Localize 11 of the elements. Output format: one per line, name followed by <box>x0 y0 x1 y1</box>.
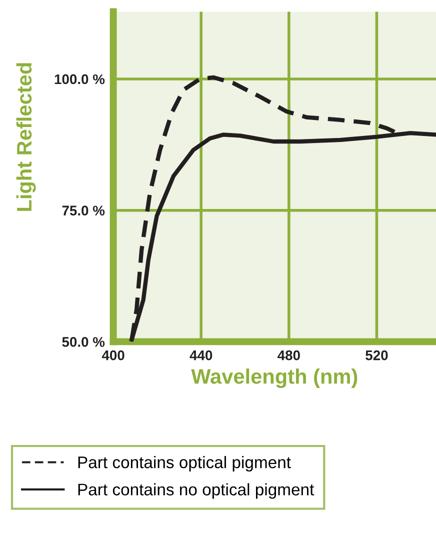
x-tick-label: 440 <box>190 350 212 360</box>
legend-label: Part contains no optical pigment <box>78 483 314 499</box>
y-tick-label: 75.0 % <box>62 206 105 216</box>
y-tick-label: 100.0 % <box>54 74 105 84</box>
y-axis-title: Light Reflected <box>16 63 36 211</box>
legend-label: Part contains optical pigment <box>78 456 291 472</box>
x-tick-label: 400 <box>102 350 124 360</box>
x-tick-label: 480 <box>278 350 300 360</box>
y-tick-label: 50.0 % <box>62 337 105 347</box>
x-tick-label: 520 <box>366 350 388 360</box>
x-axis-title: Wavelength (nm) <box>191 368 358 388</box>
